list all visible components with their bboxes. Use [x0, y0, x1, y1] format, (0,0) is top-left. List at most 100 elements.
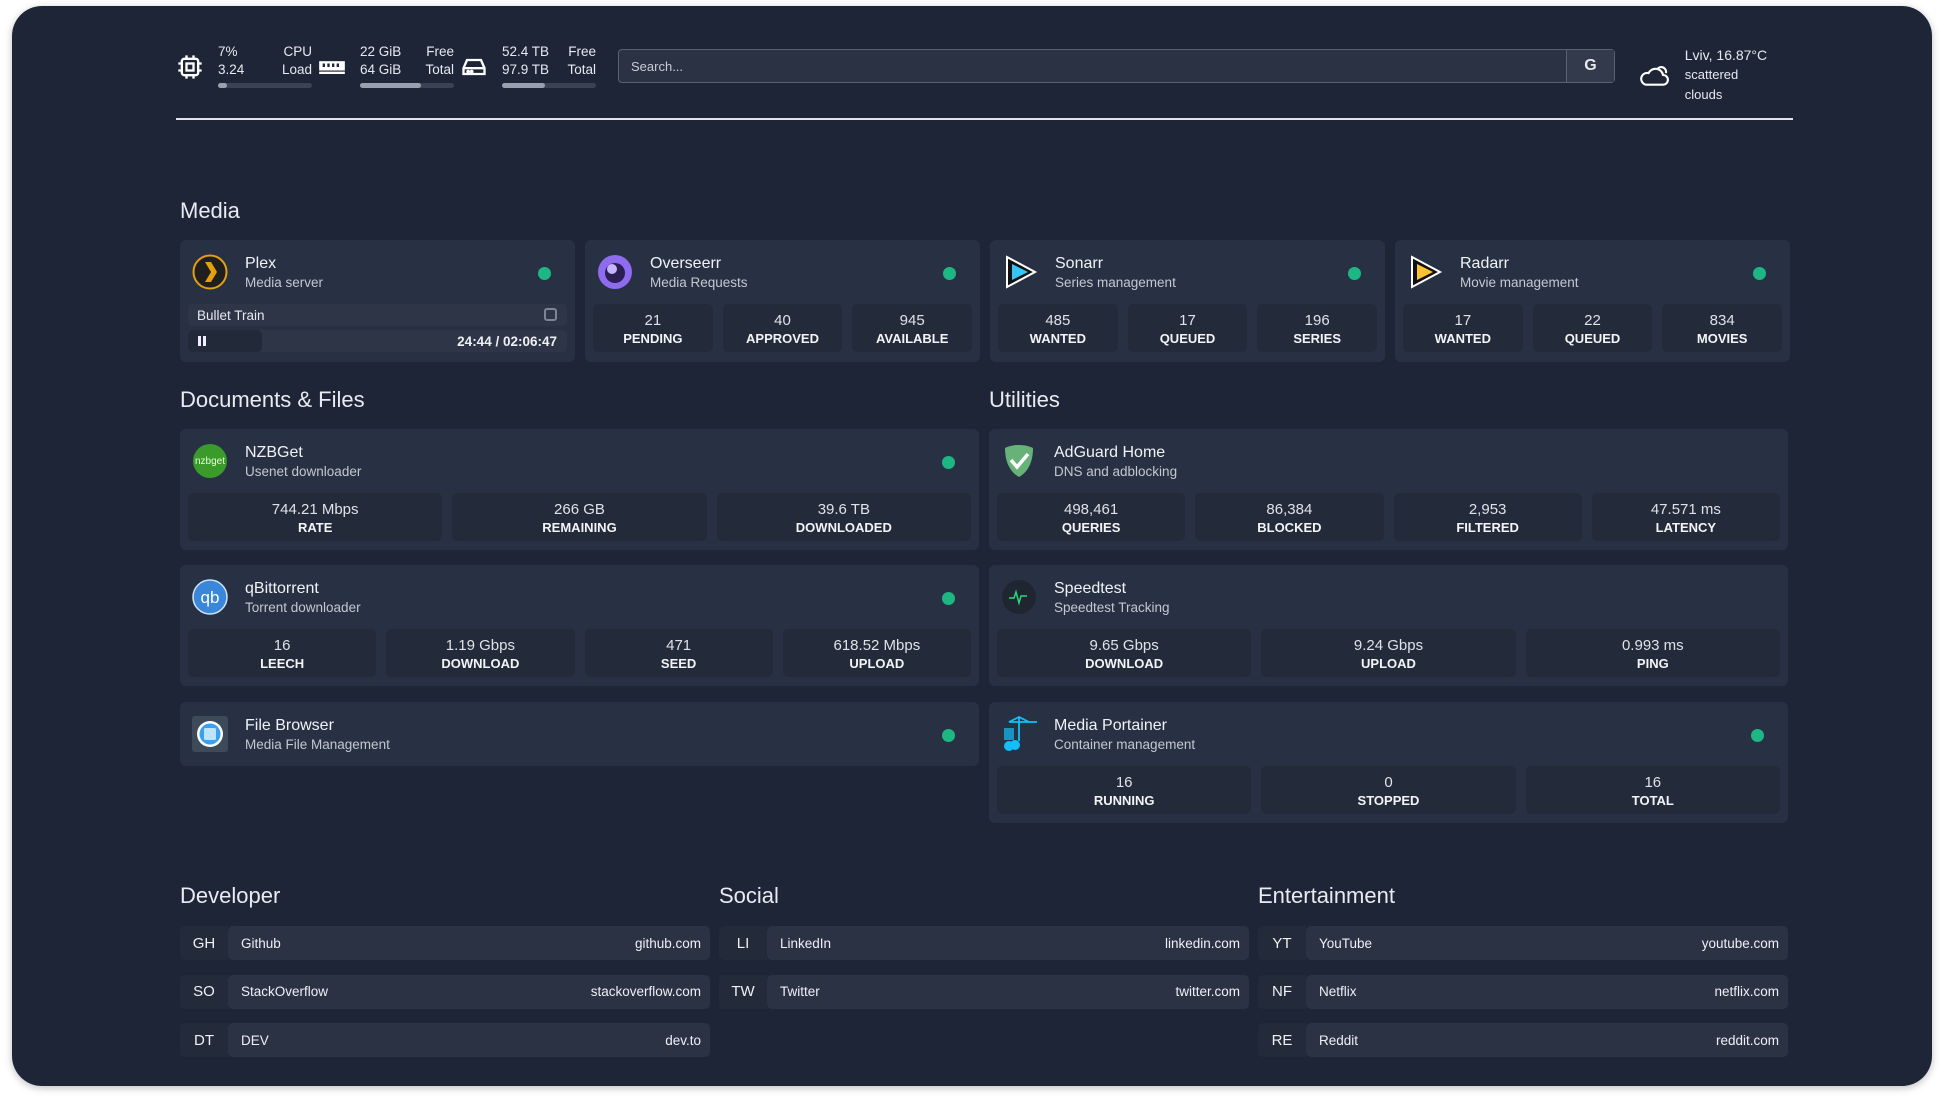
speedtest-icon: [1001, 579, 1037, 615]
bookmark-link[interactable]: Reddit reddit.com: [1306, 1023, 1788, 1057]
plex-icon: [192, 254, 228, 290]
svg-text:nzbget: nzbget: [195, 456, 225, 467]
stat-label: QUERIES: [1061, 520, 1121, 535]
search-provider-button[interactable]: G: [1566, 50, 1614, 82]
service-description: Usenet downloader: [245, 464, 362, 479]
bookmark-url: dev.to: [665, 1032, 701, 1048]
status-online-dot: [942, 729, 955, 742]
stat-value: 834: [1709, 312, 1735, 329]
bookmark-link[interactable]: YouTube youtube.com: [1306, 926, 1788, 960]
stat-value: 47.571 ms: [1650, 501, 1721, 518]
progress-fill: [188, 330, 262, 352]
bookmark-linkedin[interactable]: LI LinkedIn linkedin.com: [719, 926, 1249, 960]
stat-queued: 22 QUEUED: [1532, 304, 1653, 352]
service-card-sonarr[interactable]: Sonarr Series management 485 WANTED 17 QUEUED…: [990, 240, 1385, 362]
overseerr-icon: [597, 254, 633, 290]
bookmark-link[interactable]: Netflix netflix.com: [1306, 974, 1788, 1009]
service-description: Speedtest Tracking: [1054, 600, 1170, 615]
bookmark-dev[interactable]: DT DEV dev.to: [180, 1023, 710, 1057]
bookmark-name: StackOverflow: [241, 984, 329, 999]
bookmark-name: DEV: [241, 1032, 269, 1048]
stat-value: 17: [1454, 312, 1472, 329]
bookmark-name: Twitter: [780, 984, 820, 999]
stat-value: 21: [644, 312, 662, 329]
bookmark-url: netflix.com: [1714, 984, 1779, 999]
header: 7% CPU 3.24 Load 22 GiB Free 64 GiB Total 52…: [168, 43, 1793, 120]
service-name: NZBGet: [245, 444, 303, 461]
stat-label: AVAILABLE: [875, 331, 949, 346]
bookmark-twitter[interactable]: TW Twitter twitter.com: [719, 974, 1249, 1009]
stat-value: 945: [899, 312, 925, 329]
settings-icon[interactable]: [544, 308, 557, 321]
stat-stopped: 0 STOPPED: [1261, 766, 1516, 814]
bookmark-link[interactable]: LinkedIn linkedin.com: [767, 926, 1249, 960]
bookmark-reddit[interactable]: RE Reddit reddit.com: [1258, 1023, 1788, 1057]
card-header: Sonarr Series management: [990, 240, 1385, 296]
disk-total: 97.9 TB: [502, 62, 550, 77]
card-header: Radarr Movie management: [1395, 240, 1790, 296]
stats-row: 17 WANTED 22 QUEUED 834 MOVIES: [1403, 304, 1783, 352]
nzbget-icon: nzbget: [192, 443, 228, 479]
card-header: Speedtest Speedtest Tracking: [989, 565, 1788, 621]
bookmark-netflix[interactable]: NF Netflix netflix.com: [1258, 974, 1788, 1009]
stat-label: BLOCKED: [1257, 520, 1322, 535]
cpu-bar: [218, 83, 312, 88]
stat-download: 9.65 Gbps DOWNLOAD: [997, 629, 1252, 677]
service-name: Overseerr: [650, 255, 722, 272]
stat-value: 39.6 TB: [817, 501, 870, 518]
service-description: Media Requests: [650, 275, 748, 290]
stat-label: UPLOAD: [1361, 656, 1416, 671]
service-card-qbittorrent[interactable]: qb qBittorrent Torrent downloader 16 LEECH 1.…: [180, 565, 979, 686]
service-description: Media File Management: [245, 737, 390, 752]
stat-value: 471: [666, 637, 692, 654]
search-input[interactable]: [619, 50, 1566, 82]
stats-row: 485 WANTED 17 QUEUED 196 SERIES: [998, 304, 1378, 352]
stats-row: 498,461 QUERIES 86,384 BLOCKED 2,953 FILTERED…: [997, 493, 1780, 541]
pause-icon[interactable]: [198, 336, 206, 346]
playback-progress[interactable]: 24:44 / 02:06:47: [188, 330, 567, 352]
stat-value: 16: [1644, 774, 1662, 791]
bookmark-abbr: LI: [719, 926, 767, 960]
bookmark-youtube[interactable]: YT YouTube youtube.com: [1258, 926, 1788, 960]
search-box: G: [618, 49, 1615, 83]
service-card-nzbget[interactable]: nzbget NZBGet Usenet downloader 744.21 Mbps…: [180, 429, 979, 550]
bookmark-stackoverflow[interactable]: SO StackOverflow stackoverflow.com: [180, 974, 710, 1009]
bookmark-url: stackoverflow.com: [590, 984, 701, 999]
card-header: File Browser Media File Management: [180, 702, 979, 758]
svg-text:qb: qb: [201, 588, 220, 607]
total-label: Total: [567, 62, 596, 77]
service-card-media-portainer[interactable]: Media Portainer Container management 16 RUN…: [989, 702, 1788, 823]
bookmark-link[interactable]: Github github.com: [228, 926, 710, 960]
service-card-plex[interactable]: Plex Media server Bullet Train 24:44 / 02:0…: [180, 240, 575, 362]
service-card-radarr[interactable]: Radarr Movie management 17 WANTED 22 QUEUED 83…: [1395, 240, 1790, 362]
bookmark-name: YouTube: [1319, 935, 1373, 951]
status-online-dot: [942, 592, 955, 605]
stats-row: 21 PENDING 40 APPROVED 945 AVAILABLE: [593, 304, 973, 352]
stat-queries: 498,461 QUERIES: [997, 493, 1186, 541]
service-card-file-browser[interactable]: File Browser Media File Management: [180, 702, 979, 766]
service-name: File Browser: [245, 717, 334, 734]
stat-value: 86,384: [1266, 501, 1313, 518]
stat-download: 1.19 Gbps DOWNLOAD: [386, 629, 575, 677]
service-card-speedtest[interactable]: Speedtest Speedtest Tracking 9.65 Gbps DOWN…: [989, 565, 1788, 686]
bookmark-link[interactable]: StackOverflow stackoverflow.com: [228, 974, 710, 1009]
service-card-adguard-home[interactable]: AdGuard Home DNS and adblocking 498,461 QUE…: [989, 429, 1788, 550]
bookmark-abbr: YT: [1258, 926, 1306, 960]
stat-label: PENDING: [623, 331, 683, 346]
bookmark-link[interactable]: Twitter twitter.com: [767, 974, 1249, 1009]
cloud-icon: [1640, 66, 1669, 86]
service-card-overseerr[interactable]: Overseerr Media Requests 21 PENDING 40 APPROV…: [585, 240, 980, 362]
disk-bar: [502, 83, 596, 88]
status-online-dot: [942, 456, 955, 469]
playback-time: 24:44 / 02:06:47: [457, 334, 557, 349]
memory-free: 22 GiB: [360, 44, 402, 59]
portainer-icon: [1001, 715, 1037, 752]
stat-value: 16: [273, 637, 291, 654]
load-label: Load: [281, 62, 312, 77]
memory-icon: [319, 61, 345, 74]
stat-running: 16 RUNNING: [997, 766, 1252, 814]
bookmark-github[interactable]: GH Github github.com: [180, 926, 710, 960]
bookmark-link[interactable]: DEV dev.to: [228, 1023, 710, 1057]
stat-value: 0.993 ms: [1621, 637, 1684, 654]
service-name: Radarr: [1460, 255, 1509, 272]
